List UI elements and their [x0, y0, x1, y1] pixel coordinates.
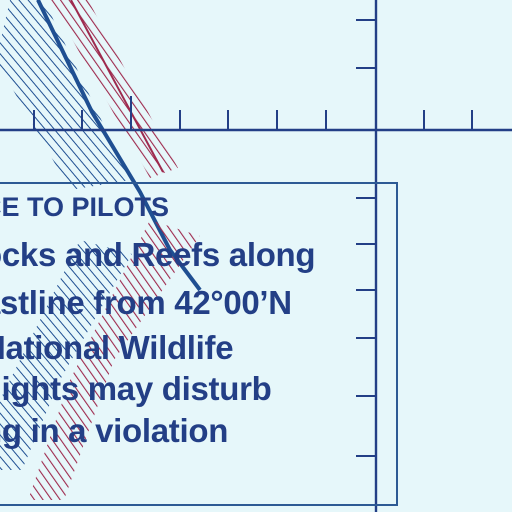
blue-hatched-band-lower [0, 240, 132, 470]
notice-to-pilots-box: CE TO PILOTS ocks and Reefs along astlin… [0, 182, 398, 506]
blue-hatched-band-upper [0, 0, 130, 190]
notice-line-4: flights may disturb [0, 370, 272, 407]
longitude-ticks [356, 19, 376, 457]
latitude-ticks [33, 96, 473, 130]
red-boundary-line-upper [70, 0, 164, 173]
notice-line-3: National Wildlife [0, 329, 234, 366]
notice-title: CE TO PILOTS [0, 192, 170, 222]
red-hatched-boundary-lower [28, 220, 200, 500]
notice-line-5: ng in a violation [0, 412, 229, 449]
red-hatched-boundary-upper [50, 0, 178, 178]
notice-line-1: ocks and Reefs along [0, 236, 316, 273]
notice-line-2: astline from 42°00’N [0, 284, 292, 321]
